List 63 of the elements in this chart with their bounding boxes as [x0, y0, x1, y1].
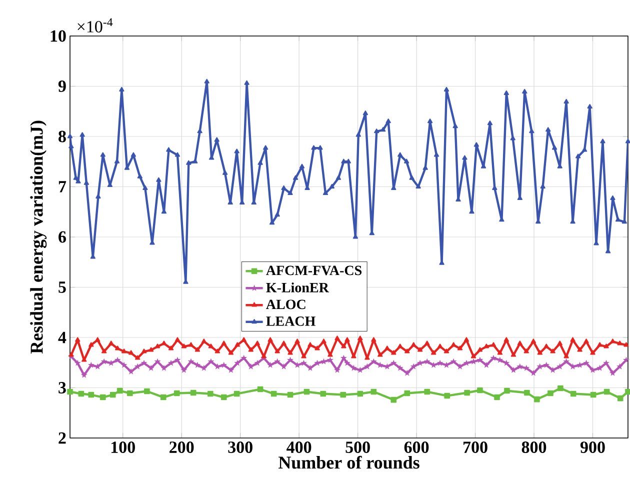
- y-tick-label: 10: [50, 30, 66, 42]
- point: [570, 390, 576, 397]
- x-tick-label: 600: [404, 442, 429, 453]
- y-tick-label: 6: [58, 231, 66, 243]
- y-tick-label: 2: [58, 432, 66, 444]
- x-tick-label: 100: [111, 442, 135, 453]
- y-axis-title: Residual energy variation(mJ): [30, 120, 47, 354]
- x-tick-label: 900: [580, 442, 605, 453]
- point: [548, 390, 554, 396]
- point: [144, 388, 150, 394]
- point: [270, 390, 277, 397]
- legend-label: K-LionER: [266, 282, 330, 292]
- point: [464, 390, 470, 396]
- point: [390, 396, 397, 403]
- x-tick-label: 500: [346, 442, 370, 453]
- x-axis-title: Number of rounds: [278, 456, 420, 469]
- point: [67, 388, 73, 395]
- point: [160, 394, 166, 400]
- y-tick-label: 8: [58, 130, 66, 142]
- point: [287, 392, 294, 398]
- y-tick-label: 5: [58, 282, 66, 293]
- point: [88, 392, 94, 398]
- point: [110, 392, 116, 398]
- point: [100, 394, 106, 400]
- point: [590, 392, 596, 398]
- x-tick-label: 400: [286, 442, 312, 453]
- point: [444, 392, 450, 399]
- point: [190, 390, 196, 396]
- x-tick-label: 800: [522, 442, 546, 453]
- x-tick-label: 300: [228, 442, 252, 453]
- x-tick-label: 700: [464, 442, 488, 453]
- point: [494, 394, 500, 400]
- point: [424, 388, 430, 395]
- point: [524, 390, 530, 396]
- y-tick-label: 9: [58, 80, 66, 92]
- y-tick-label: 4: [58, 332, 66, 344]
- point: [207, 390, 214, 397]
- point: [617, 395, 624, 402]
- point: [174, 390, 180, 396]
- point: [558, 385, 564, 392]
- point: [340, 392, 346, 398]
- x-tick-label: 200: [170, 442, 194, 453]
- point: [234, 390, 240, 397]
- point: [127, 390, 133, 396]
- legend-label: LEACH: [266, 316, 316, 326]
- point: [370, 388, 377, 395]
- point: [320, 390, 326, 397]
- point: [78, 390, 84, 397]
- point: [117, 388, 123, 394]
- point: [357, 390, 364, 397]
- point: [604, 388, 610, 395]
- point: [404, 390, 410, 396]
- y-tick-label: 3: [58, 382, 66, 394]
- point: [477, 387, 483, 394]
- y-tick-label: 7: [58, 181, 66, 192]
- point: [257, 386, 264, 392]
- point: [304, 388, 310, 395]
- legend-label: AFCM-FVA-CS: [266, 266, 362, 276]
- point: [220, 394, 227, 400]
- point: [504, 388, 510, 394]
- point: [534, 396, 540, 402]
- text: ×10$^{-4}$: [78, 18, 113, 32]
- legend-label: ALOC: [266, 300, 306, 310]
